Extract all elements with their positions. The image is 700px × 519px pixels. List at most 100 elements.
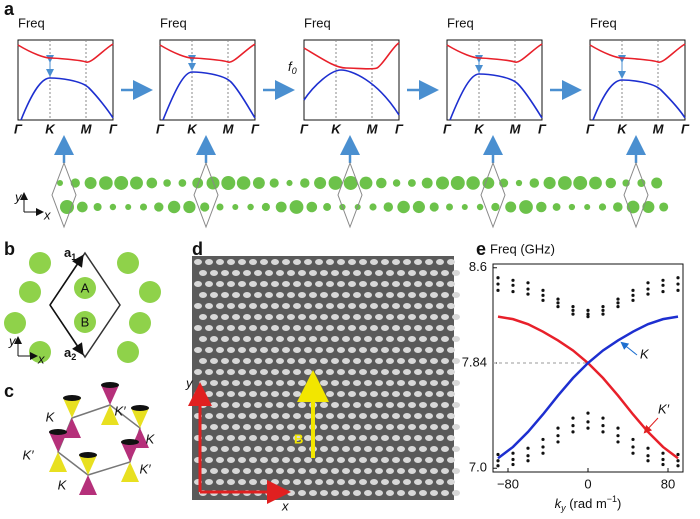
band-point — [586, 315, 590, 319]
x-tick-label: −80 — [497, 476, 519, 491]
panel-label: c — [4, 381, 14, 401]
hole — [276, 380, 284, 386]
hole — [436, 457, 444, 463]
band-point — [646, 281, 650, 285]
hole — [436, 479, 444, 485]
hole — [419, 490, 427, 496]
hole — [216, 347, 224, 353]
hole — [408, 336, 416, 342]
hole — [386, 424, 394, 430]
band-point — [676, 459, 680, 463]
lattice-site — [543, 176, 556, 190]
upper-band — [589, 43, 686, 63]
hole — [370, 303, 378, 309]
hole — [315, 391, 323, 397]
hole — [320, 424, 328, 430]
hole — [342, 380, 350, 386]
hole — [353, 490, 361, 496]
hole — [227, 479, 235, 485]
hole — [364, 380, 372, 386]
hole — [260, 479, 268, 485]
lattice-site — [605, 177, 617, 189]
lattice-site — [369, 203, 377, 211]
valley-label: K′ — [22, 447, 34, 462]
site-label: A — [81, 280, 90, 295]
band-point — [556, 434, 560, 438]
band-point — [661, 462, 665, 467]
hole — [364, 314, 372, 320]
hole — [452, 424, 460, 430]
hole — [271, 391, 279, 397]
upper-band — [446, 43, 543, 63]
hole — [430, 270, 438, 276]
lattice-site — [192, 177, 204, 189]
hole — [293, 413, 301, 419]
band-point — [571, 416, 575, 420]
lattice-site — [466, 176, 480, 190]
band-point — [541, 451, 545, 455]
hole — [331, 468, 339, 474]
hole — [315, 435, 323, 441]
band-point — [511, 451, 515, 455]
hole — [452, 336, 460, 342]
hole — [287, 446, 295, 452]
hole — [408, 358, 416, 364]
lattice-site — [269, 178, 279, 188]
lattice-site — [568, 203, 576, 211]
hole — [315, 479, 323, 485]
hole — [348, 391, 356, 397]
hole — [408, 270, 416, 276]
band-point — [586, 426, 590, 430]
hole — [342, 292, 350, 298]
band-point — [661, 283, 665, 287]
lattice-site — [275, 201, 287, 213]
hole — [216, 391, 224, 397]
hole — [392, 413, 400, 419]
lattice-site — [584, 203, 591, 211]
plot-frame — [492, 263, 684, 473]
hole — [210, 446, 218, 452]
hole — [232, 402, 240, 408]
lattice-site — [383, 202, 394, 212]
hole — [353, 270, 361, 276]
hole — [326, 413, 334, 419]
x-label: Γ — [156, 121, 165, 136]
band-point — [676, 288, 680, 292]
hole — [227, 303, 235, 309]
hole — [298, 380, 306, 386]
lattice-site — [183, 200, 196, 214]
valley-label: K′ — [114, 403, 126, 418]
hole — [276, 424, 284, 430]
hole — [194, 369, 202, 375]
hole — [348, 325, 356, 331]
hole — [221, 270, 229, 276]
cone-bottom — [63, 418, 81, 438]
hole — [353, 424, 361, 430]
hole — [298, 292, 306, 298]
band-point — [586, 420, 590, 424]
hole — [227, 259, 235, 265]
hole — [364, 336, 372, 342]
hole — [353, 402, 361, 408]
hole — [430, 446, 438, 452]
lattice-site — [93, 202, 102, 212]
hole — [441, 468, 449, 474]
hole — [436, 303, 444, 309]
hole — [375, 292, 383, 298]
cone-rim — [63, 395, 81, 401]
hole — [293, 369, 301, 375]
hole — [441, 424, 449, 430]
hole — [320, 314, 328, 320]
hole — [342, 270, 350, 276]
hole — [447, 435, 455, 441]
hole — [315, 413, 323, 419]
cone-bottom — [121, 462, 139, 482]
hole — [386, 270, 394, 276]
axis-label: x — [37, 351, 45, 366]
hole — [249, 325, 257, 331]
hole — [205, 413, 213, 419]
hole — [205, 369, 213, 375]
hole — [337, 369, 345, 375]
site — [117, 341, 139, 363]
hole — [430, 292, 438, 298]
